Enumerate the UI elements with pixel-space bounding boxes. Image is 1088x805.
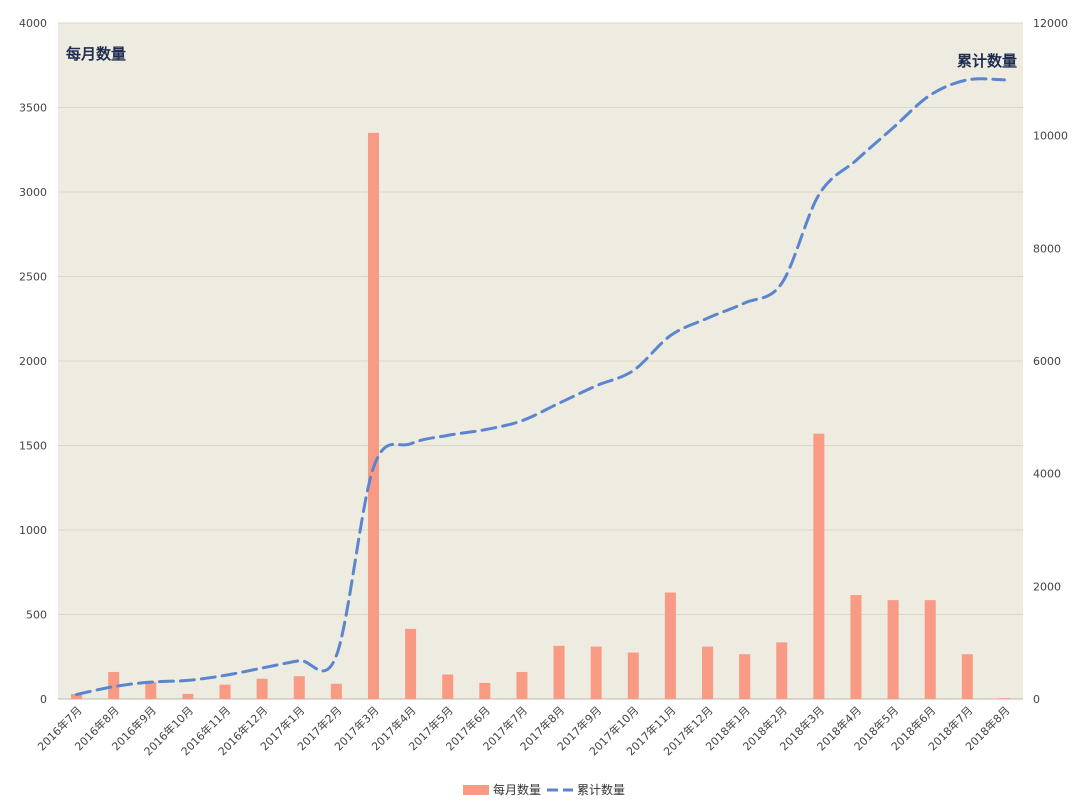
bar-2016年12月 [256, 678, 268, 699]
bar-2017年11月 [664, 592, 676, 699]
bar-2017年2月 [330, 683, 342, 699]
left-tick-label: 3500 [19, 102, 47, 115]
bar-2017年8月 [553, 645, 565, 699]
gridlines [58, 22, 1023, 700]
right-tick-label: 4000 [1033, 468, 1061, 481]
bar-2016年9月 [145, 682, 157, 699]
bar-2017年10月 [627, 652, 639, 699]
bar-2017年1月 [293, 676, 305, 699]
bar-2018年1月 [739, 654, 751, 699]
legend: 每月数量 累计数量 [463, 782, 625, 797]
right-tick-label: 12000 [1033, 17, 1068, 30]
bar-2016年8月 [108, 671, 120, 699]
bar-2017年6月 [479, 682, 491, 699]
left-axis-title: 每月数量 [66, 45, 126, 63]
right-axis-ticks: 0 2000 4000 6000 8000 10000 12000 [1033, 17, 1068, 706]
bar-2017年5月 [442, 674, 454, 699]
right-tick-label: 0 [1033, 693, 1040, 706]
left-tick-label: 3000 [19, 186, 47, 199]
bar-2016年7月 [71, 693, 83, 699]
left-axis-ticks: 0 500 1000 1500 2000 2500 3000 3500 4000 [19, 17, 47, 706]
right-tick-label: 10000 [1033, 130, 1068, 143]
bar-2018年5月 [887, 600, 899, 699]
left-tick-label: 1500 [19, 440, 47, 453]
bar-2017年3月 [367, 132, 379, 700]
cumulative-line [75, 77, 1006, 696]
left-tick-label: 4000 [19, 17, 47, 30]
line-series-cumulative [75, 77, 1006, 696]
bar-2016年11月 [219, 684, 231, 699]
bar-2016年10月 [182, 693, 194, 699]
legend-label-monthly: 每月数量 [493, 782, 541, 797]
right-tick-label: 8000 [1033, 242, 1061, 255]
left-tick-label: 1000 [19, 524, 47, 537]
right-tick-label: 2000 [1033, 580, 1061, 593]
bar-2017年7月 [516, 671, 528, 699]
legend-label-cumulative: 累计数量 [577, 782, 625, 797]
bar-2017年4月 [405, 628, 417, 699]
left-tick-label: 0 [40, 693, 47, 706]
bar-2018年3月 [813, 433, 825, 699]
left-tick-label: 500 [26, 609, 47, 622]
bar-2017年9月 [590, 646, 602, 699]
right-tick-label: 6000 [1033, 355, 1061, 368]
x-axis-ticks: 2016年7月2016年8月2016年9月2016年10月2016年11月201… [34, 703, 1012, 758]
bar-2018年6月 [924, 600, 936, 699]
bar-2018年4月 [850, 595, 862, 699]
bar-2018年2月 [776, 642, 788, 699]
left-tick-label: 2000 [19, 355, 47, 368]
left-tick-label: 2500 [19, 271, 47, 284]
bar-series-monthly [71, 132, 1010, 700]
bar-2018年7月 [961, 654, 973, 699]
right-axis-title: 累计数量 [957, 52, 1017, 70]
bar-2017年12月 [702, 646, 714, 699]
bar-2018年8月 [998, 698, 1010, 699]
legend-swatch-monthly [463, 785, 489, 795]
